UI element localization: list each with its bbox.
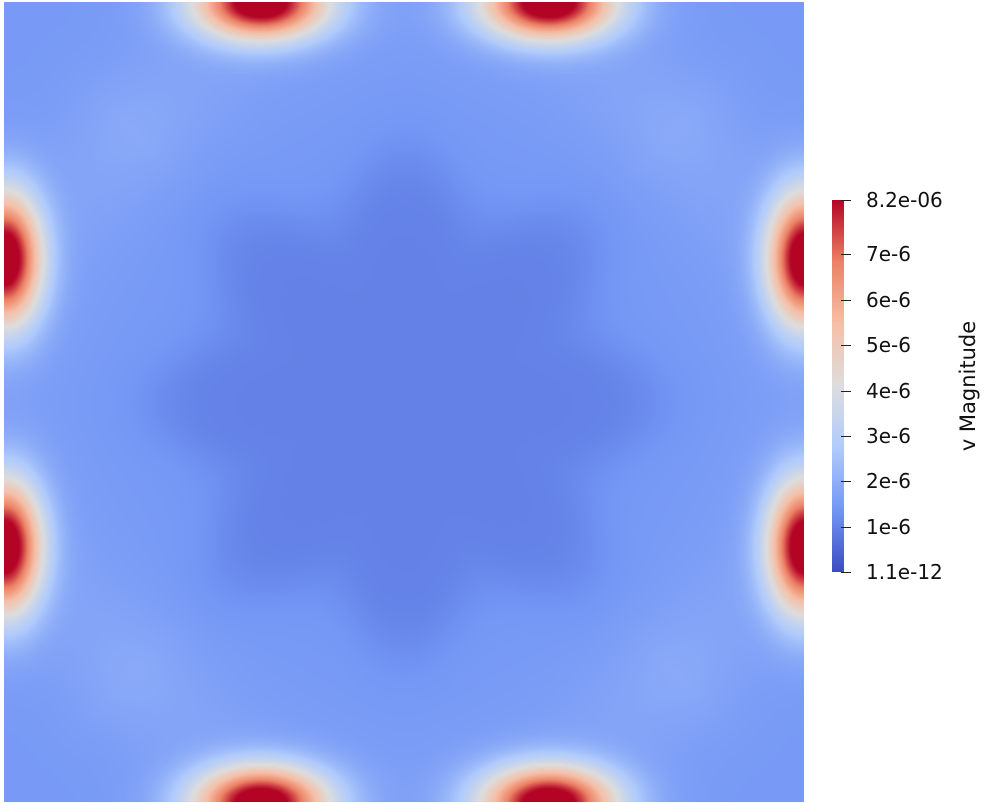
colorbar-tick — [841, 481, 851, 483]
colorbar-tick-label: 4e-6 — [866, 378, 911, 403]
colorbar-tick — [841, 390, 851, 392]
colorbar-tick-label: 8.2e-06 — [866, 188, 943, 212]
colorbar-title: v Magnitude — [956, 320, 980, 452]
colorbar-tick-label: 6e-6 — [866, 287, 911, 312]
colorbar-tick-label: 3e-6 — [866, 423, 911, 448]
colorbar-tick-label: 1.1e-12 — [866, 560, 943, 584]
colorbar-tick — [841, 200, 851, 201]
colorbar-tick — [841, 254, 851, 256]
colorbar-tick — [841, 299, 851, 301]
colorbar-tick-label: 5e-6 — [866, 333, 911, 358]
colorbar-tick — [841, 572, 851, 573]
colorbar-tick — [841, 526, 851, 528]
colorbar — [828, 196, 852, 576]
colorbar-tick — [841, 345, 851, 347]
colorbar-gradient — [832, 200, 844, 572]
velocity-magnitude-field — [4, 2, 804, 802]
colorbar-tick-label: 7e-6 — [866, 242, 911, 267]
colorbar-tick — [841, 435, 851, 437]
colorbar-tick-label: 1e-6 — [866, 514, 911, 539]
colorbar-tick-label: 2e-6 — [866, 469, 911, 494]
